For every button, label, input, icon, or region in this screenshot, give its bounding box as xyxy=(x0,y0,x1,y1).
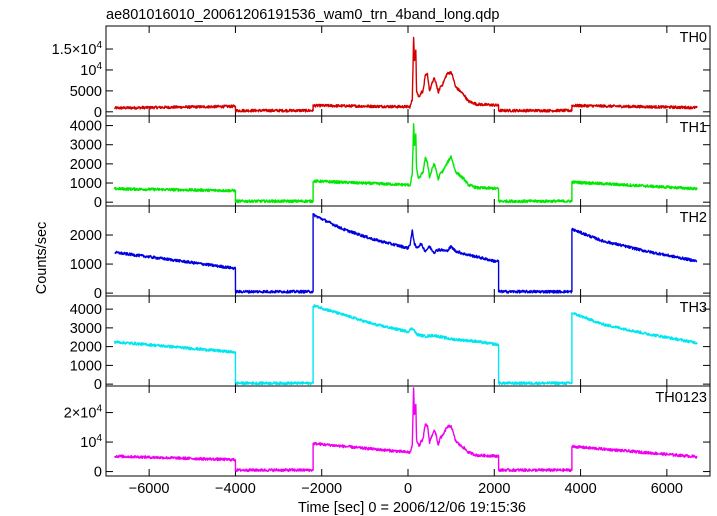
y-tick-label: 0 xyxy=(94,377,102,393)
panel-label: TH0123 xyxy=(655,390,707,406)
x-tick-label: 0 xyxy=(404,481,412,497)
y-tick-label-exponent: 4 xyxy=(96,433,102,444)
series-line-th2 xyxy=(114,213,698,294)
y-tick-label-mantissa: 1.5×10 xyxy=(52,42,97,58)
x-tick-label: 4000 xyxy=(564,481,596,497)
y-tick-label: 2000 xyxy=(70,340,102,356)
y-tick-label-mantissa: 2000 xyxy=(70,340,102,356)
panel-label: TH0 xyxy=(680,30,707,46)
y-tick-label: 1.5×104 xyxy=(52,40,103,58)
y-tick-label: 2×104 xyxy=(64,404,103,422)
y-tick-label-mantissa: 10 xyxy=(80,435,96,451)
y-tick-label-mantissa: 3000 xyxy=(70,321,102,337)
y-tick-label: 2000 xyxy=(70,228,102,244)
y-tick-label-mantissa: 1000 xyxy=(70,176,102,192)
panel-frame xyxy=(105,295,711,387)
panel-frame xyxy=(105,115,711,207)
y-tick-label: 4000 xyxy=(70,302,102,318)
y-tick-label-mantissa: 3000 xyxy=(70,138,102,154)
y-tick-label: 0 xyxy=(94,105,102,121)
y-tick-label-mantissa: 2000 xyxy=(70,157,102,173)
y-tick-label: 104 xyxy=(80,61,102,79)
y-tick-label: 2000 xyxy=(70,157,102,173)
y-tick-label-exponent: 4 xyxy=(96,40,102,51)
panel-label: TH3 xyxy=(680,300,707,316)
y-tick-label: 1000 xyxy=(70,358,102,374)
y-tick-label-mantissa: 1000 xyxy=(70,257,102,273)
y-tick-label-mantissa: 0 xyxy=(94,465,102,481)
panel-th2: 0 1000 2000 TH2 xyxy=(70,205,711,302)
panel-label: TH2 xyxy=(680,210,707,226)
y-tick-label-mantissa: 5000 xyxy=(70,84,102,100)
panel-frame xyxy=(105,205,711,297)
series-line-th0123 xyxy=(113,387,698,473)
y-tick-label: 1000 xyxy=(70,176,102,192)
panel-frame xyxy=(105,385,711,477)
y-tick-label-mantissa: 0 xyxy=(94,105,102,121)
y-tick-label-exponent: 4 xyxy=(96,404,102,415)
y-tick-label: 0 xyxy=(94,286,102,302)
y-tick-label-mantissa: 2000 xyxy=(70,228,102,244)
x-tick-label: −6000 xyxy=(129,481,170,497)
y-tick-label: 4000 xyxy=(70,119,102,135)
y-tick-label: 0 xyxy=(94,195,102,211)
x-tick-label: −4000 xyxy=(215,481,256,497)
y-tick-label: 3000 xyxy=(70,321,102,337)
y-tick-label-mantissa: 4000 xyxy=(70,119,102,135)
y-tick-label: 0 xyxy=(94,465,102,481)
x-axis: −6000 −4000 −2000 0 2000 4000 6000 xyxy=(129,481,683,497)
x-tick-label: −2000 xyxy=(301,481,342,497)
x-tick-label: 2000 xyxy=(478,481,510,497)
panel-frame xyxy=(105,25,711,117)
panel-label: TH1 xyxy=(680,120,707,136)
y-tick-label-exponent: 4 xyxy=(96,61,102,72)
y-tick-label: 5000 xyxy=(70,84,102,100)
y-tick-label: 104 xyxy=(80,433,102,451)
y-tick-label: 1000 xyxy=(70,257,102,273)
panel-th1: 0 1000 2000 3000 4000 TH1 xyxy=(70,115,711,211)
y-tick-label-mantissa: 0 xyxy=(94,195,102,211)
panel-th3: 0 1000 2000 3000 4000 TH3 xyxy=(70,295,711,393)
chart-title: ae801016010_20061206191536_wam0_trn_4ban… xyxy=(106,7,499,23)
series-line-th1 xyxy=(113,123,698,204)
y-tick-label-mantissa: 0 xyxy=(94,377,102,393)
series-line-th3 xyxy=(113,304,698,386)
y-tick-label-mantissa: 1000 xyxy=(70,358,102,374)
y-tick-label-mantissa: 0 xyxy=(94,286,102,302)
series-line-th0 xyxy=(113,36,698,113)
y-tick-label-mantissa: 4000 xyxy=(70,302,102,318)
x-axis-label: Time [sec] 0 = 2006/12/06 19:15:36 xyxy=(298,500,526,516)
y-tick-label-mantissa: 10 xyxy=(80,63,96,79)
y-tick-label-mantissa: 2×10 xyxy=(64,406,97,422)
y-tick-label: 3000 xyxy=(70,138,102,154)
x-tick-label: 6000 xyxy=(651,481,683,497)
y-axis-label: Counts/sec xyxy=(34,222,50,295)
